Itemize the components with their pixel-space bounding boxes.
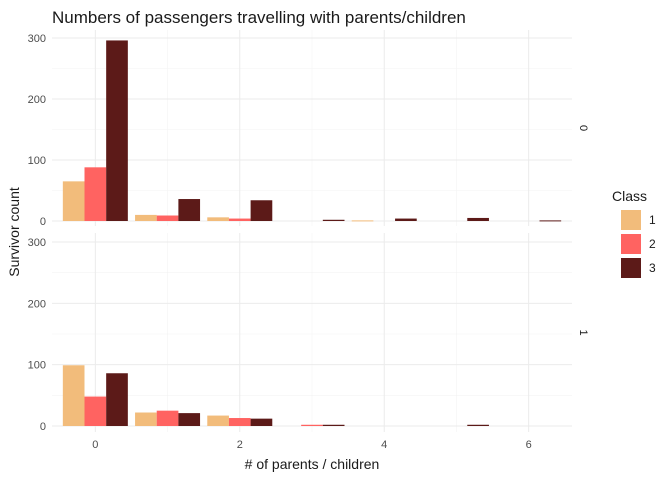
bar-facet1-class1-x2 xyxy=(207,415,229,426)
bar-facet0-class1-x0 xyxy=(62,181,85,221)
x-tick-label: 6 xyxy=(526,439,532,451)
y-tick-label: 0 xyxy=(40,216,46,228)
facet-strip-label: 0 xyxy=(577,125,589,131)
x-axis-ticks: 0 2 4 6 xyxy=(92,439,531,451)
legend-swatch-class-3 xyxy=(621,258,641,278)
legend-label: 3 xyxy=(649,261,656,275)
bar-facet1-class1-x1 xyxy=(135,412,157,426)
bar-facet0-class3-x3 xyxy=(322,219,345,221)
bar-facet0-class3-x5 xyxy=(467,217,489,221)
y-tick-label: 100 xyxy=(28,360,46,372)
bar-facet1-class3-x1 xyxy=(178,413,201,426)
bar-facet0-class1-x4 xyxy=(351,220,374,222)
y-axis-title: Survivor count xyxy=(6,187,22,277)
bar-facet0-class3-x0 xyxy=(106,40,128,221)
bar-facet0-class1-x2 xyxy=(207,217,229,221)
y-tick-label: 300 xyxy=(28,237,46,249)
y-tick-label: 200 xyxy=(28,94,46,106)
bar-facet0-class2-x2 xyxy=(228,218,251,221)
legend-title: Class xyxy=(612,188,647,204)
bar-facet1-class2-x2 xyxy=(228,418,251,426)
bar-facet0-class2-x1 xyxy=(156,215,179,221)
y-tick-label: 100 xyxy=(28,155,46,167)
x-axis-title: # of parents / children xyxy=(245,456,380,472)
bar-facet1-class3-x5 xyxy=(467,424,489,426)
legend-swatch-class-1 xyxy=(621,210,641,230)
y-tick-label: 0 xyxy=(40,421,46,433)
facet-strip-label: 1 xyxy=(577,329,589,335)
y-tick-label: 200 xyxy=(28,298,46,310)
bar-facet1-class2-x1 xyxy=(156,410,179,426)
facet-panels: 0 100 200 300 0 0 100 200 300 1 0 2 4 6 xyxy=(28,30,589,451)
bar-facet0-class2-x0 xyxy=(84,167,107,221)
facet-panel-1: 0 100 200 300 1 xyxy=(28,233,589,433)
y-tick-label: 300 xyxy=(28,33,46,45)
bar-facet1-class1-x0 xyxy=(62,365,85,426)
x-tick-label: 4 xyxy=(381,439,387,451)
bar-facet0-class3-x6 xyxy=(539,220,562,222)
chart-title: Numbers of passengers travelling with pa… xyxy=(52,8,466,27)
legend: Class 1 2 3 xyxy=(612,188,656,278)
x-tick-label: 0 xyxy=(92,439,98,451)
x-tick-label: 2 xyxy=(237,439,243,451)
bar-facet1-class3-x3 xyxy=(322,424,345,426)
legend-label: 1 xyxy=(649,213,656,227)
bar-facet1-class2-x0 xyxy=(84,396,107,426)
legend-swatch-class-2 xyxy=(621,234,641,254)
bar-facet0-class1-x1 xyxy=(135,214,157,221)
bar-facet1-class3-x0 xyxy=(106,373,128,426)
bar-facet0-class3-x1 xyxy=(178,199,201,221)
facet-panel-0: 0 100 200 300 0 xyxy=(28,30,589,228)
bar-facet1-class3-x2 xyxy=(250,418,273,426)
bar-facet0-class3-x2 xyxy=(250,200,273,221)
bar-facet1-class2-x3 xyxy=(301,424,323,426)
bar-facet0-class3-x4 xyxy=(395,218,417,221)
legend-label: 2 xyxy=(649,237,656,251)
